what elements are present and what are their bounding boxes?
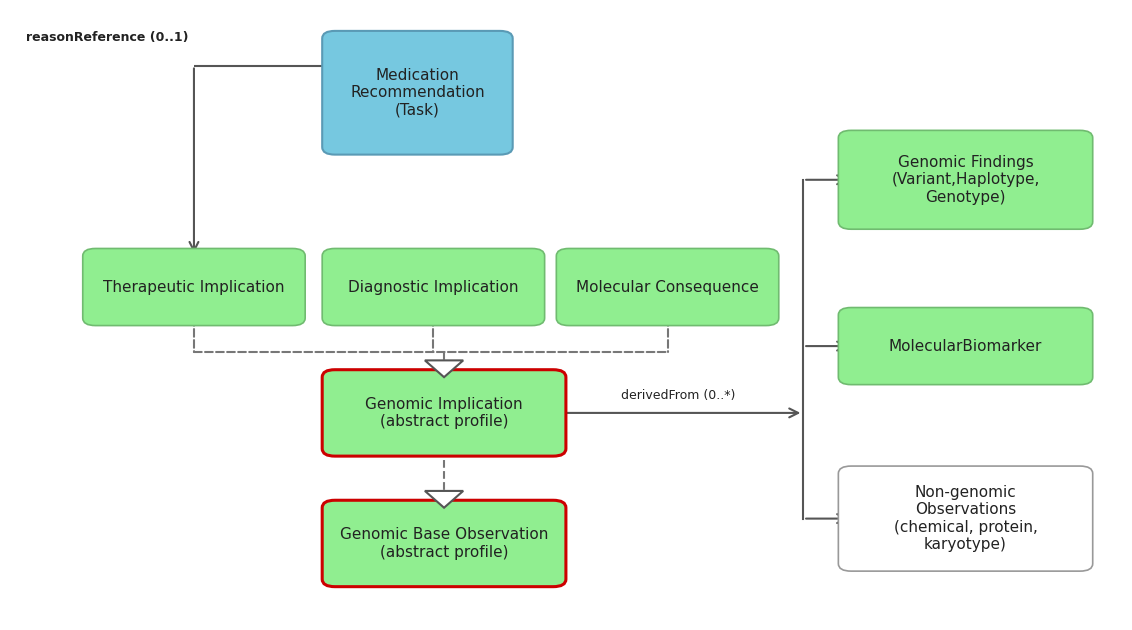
Text: Diagnostic Implication: Diagnostic Implication (349, 280, 518, 294)
Text: Non-genomic
Observations
(chemical, protein,
karyotype): Non-genomic Observations (chemical, prot… (893, 485, 1037, 553)
Text: derivedFrom (0..*): derivedFrom (0..*) (621, 389, 736, 402)
Text: Therapeutic Implication: Therapeutic Implication (103, 280, 285, 294)
FancyBboxPatch shape (323, 31, 513, 154)
FancyBboxPatch shape (83, 248, 306, 326)
Text: MolecularBiomarker: MolecularBiomarker (889, 338, 1043, 353)
FancyBboxPatch shape (556, 248, 779, 326)
Polygon shape (424, 491, 463, 508)
Text: Genomic Implication
(abstract profile): Genomic Implication (abstract profile) (366, 397, 523, 429)
Text: Genomic Base Observation
(abstract profile): Genomic Base Observation (abstract profi… (340, 527, 548, 559)
FancyBboxPatch shape (839, 466, 1092, 571)
FancyBboxPatch shape (323, 500, 566, 587)
FancyBboxPatch shape (839, 307, 1092, 385)
FancyBboxPatch shape (323, 248, 544, 326)
Polygon shape (424, 360, 463, 377)
Text: reasonReference (0..1): reasonReference (0..1) (26, 31, 189, 44)
FancyBboxPatch shape (839, 130, 1092, 229)
Text: Medication
Recommendation
(Task): Medication Recommendation (Task) (350, 68, 484, 118)
FancyBboxPatch shape (323, 370, 566, 456)
Text: Molecular Consequence: Molecular Consequence (576, 280, 758, 294)
Text: Genomic Findings
(Variant,Haplotype,
Genotype): Genomic Findings (Variant,Haplotype, Gen… (891, 155, 1039, 205)
